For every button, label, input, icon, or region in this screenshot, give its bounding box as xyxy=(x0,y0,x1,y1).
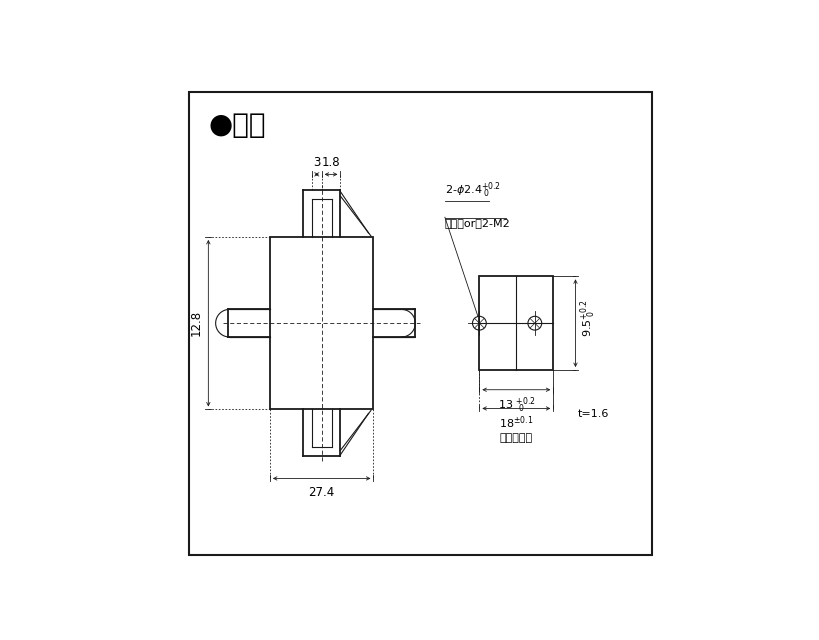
Text: 取付穴寸法: 取付穴寸法 xyxy=(499,433,532,443)
Text: 12.8: 12.8 xyxy=(189,310,202,336)
Text: 2-$\phi$2.4$^{+0.2}_{\ 0}$: 2-$\phi$2.4$^{+0.2}_{\ 0}$ xyxy=(445,181,500,200)
Text: 1.8: 1.8 xyxy=(321,156,340,170)
Bar xyxy=(479,276,553,370)
Text: ●寸法: ●寸法 xyxy=(208,111,265,140)
Text: t=1.6: t=1.6 xyxy=(577,410,609,419)
Text: 13 $^{+0.2}_{\ 0}$: 13 $^{+0.2}_{\ 0}$ xyxy=(497,396,535,415)
Bar xyxy=(269,237,373,410)
Text: 27.4: 27.4 xyxy=(308,486,334,499)
Text: 18$^{\pm 0.1}$: 18$^{\pm 0.1}$ xyxy=(499,414,533,431)
Text: 9.5$^{+0.2}_{\ 0}$: 9.5$^{+0.2}_{\ 0}$ xyxy=(577,300,597,337)
Text: 又は（or）2-M2: 又は（or）2-M2 xyxy=(445,218,510,228)
Text: 3: 3 xyxy=(313,156,320,170)
